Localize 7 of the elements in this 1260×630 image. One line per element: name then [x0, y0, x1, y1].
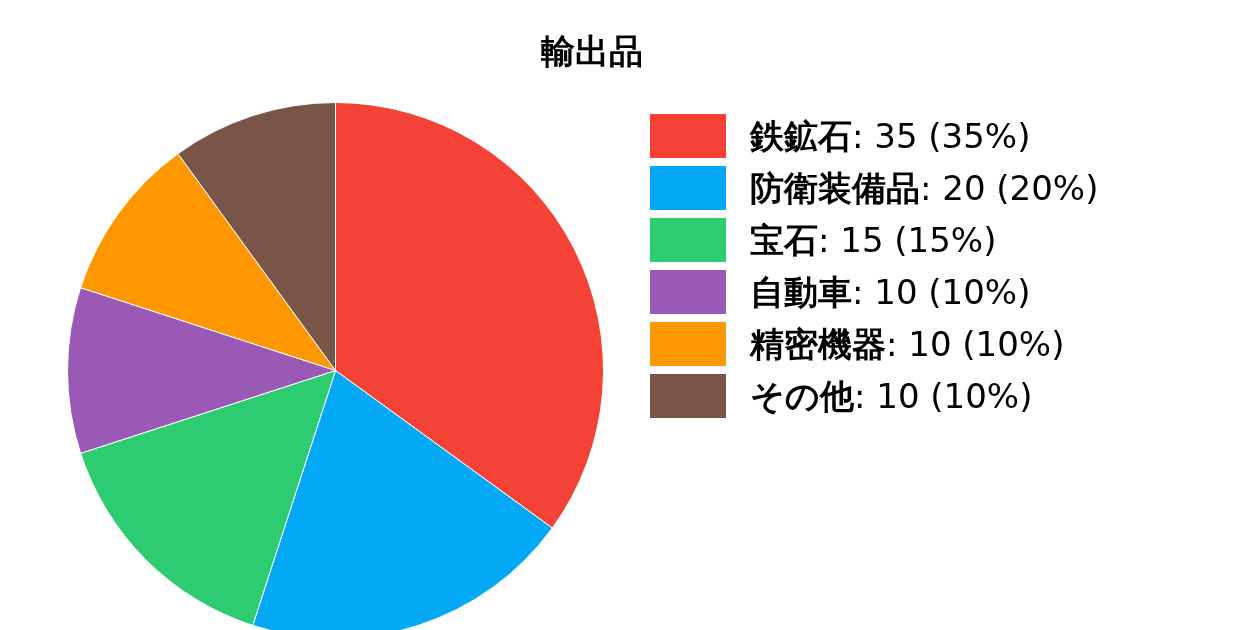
- legend-label: 宝石: [750, 219, 818, 260]
- legend-label: 精密機器: [750, 323, 886, 364]
- chart-title: 輸出品: [541, 30, 643, 73]
- legend-label: その他: [750, 375, 854, 416]
- legend-label: 自動車: [750, 271, 852, 312]
- legend-label: 防衛装備品: [750, 167, 920, 208]
- legend-label: 鉄鉱石: [750, 115, 852, 156]
